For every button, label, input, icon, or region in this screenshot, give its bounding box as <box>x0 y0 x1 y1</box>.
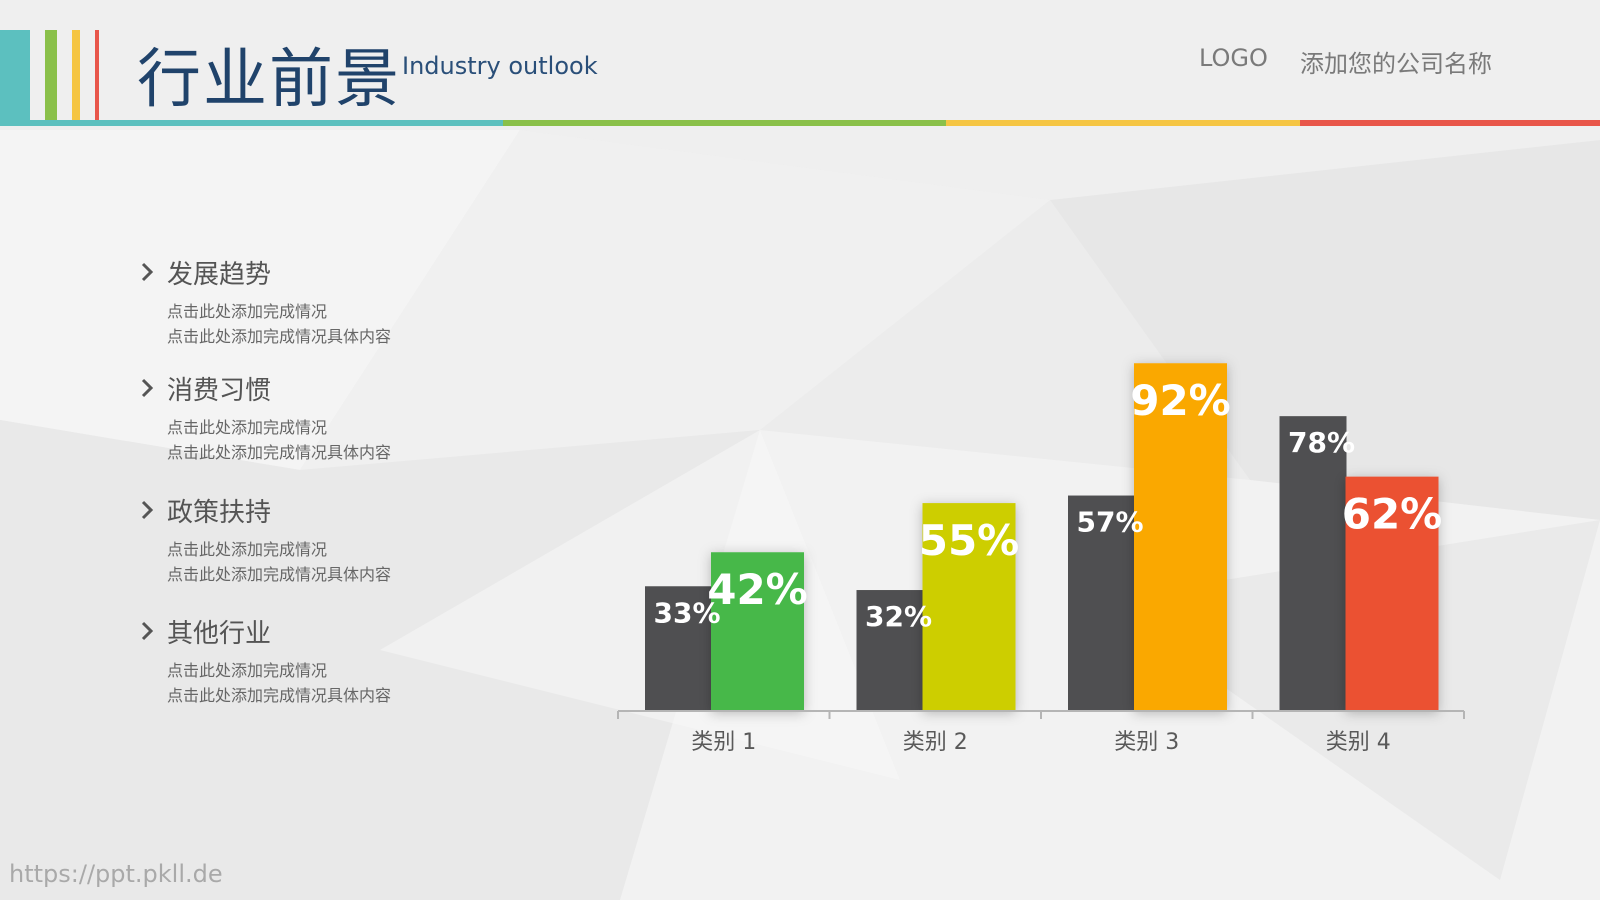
bar-series2-3 <box>1134 363 1227 711</box>
x-tick-label-2: 类别 2 <box>903 730 968 755</box>
divider-green <box>503 120 946 126</box>
bar-series2-2 <box>922 503 1016 711</box>
data-label-series1-1: 33% <box>653 596 720 629</box>
chevron-right-icon <box>141 262 154 282</box>
list-item-text: 点击此处添加完成情况具体内容 <box>167 686 392 705</box>
data-label-series2-1: 42% <box>707 565 808 614</box>
divider-teal <box>0 120 503 126</box>
header-divider <box>0 120 1600 126</box>
list-item-text: 点击此处添加完成情况具体内容 <box>167 443 392 462</box>
data-label-series1-3: 57% <box>1076 506 1143 539</box>
list-item-title: 消费习惯 <box>167 376 272 406</box>
page-subtitle: Industry outlook <box>402 52 598 80</box>
list-item-text: 点击此处添加完成情况 <box>167 661 328 680</box>
list-item-text: 点击此处添加完成情况 <box>167 540 328 559</box>
list-item-text: 点击此处添加完成情况 <box>167 418 328 437</box>
bar-series2-1 <box>711 552 804 711</box>
data-label-series2-2: 55% <box>919 516 1020 565</box>
divider-red <box>1300 120 1600 126</box>
bar-series1-3 <box>1068 495 1135 711</box>
chevron-right-icon <box>141 621 154 641</box>
data-label-series2-4: 62% <box>1342 490 1443 539</box>
header-accent-teal <box>0 30 30 120</box>
x-tick-label-3: 类别 3 <box>1114 730 1179 755</box>
header-accent-red <box>95 30 99 120</box>
data-label-series2-3: 92% <box>1130 376 1231 425</box>
x-tick-label-1: 类别 1 <box>691 730 756 755</box>
logo: LOGO <box>1199 44 1268 72</box>
list-item-text: 点击此处添加完成情况具体内容 <box>167 327 392 346</box>
data-label-series1-4: 78% <box>1288 426 1355 459</box>
page-title: 行业前景 <box>137 43 401 117</box>
list-item-text: 点击此处添加完成情况具体内容 <box>167 565 392 584</box>
bar-series1-4 <box>1279 416 1347 711</box>
divider-yellow <box>946 120 1300 126</box>
list-item-title: 发展趋势 <box>167 260 272 290</box>
list-item-text: 点击此处添加完成情况 <box>167 302 328 321</box>
bar-series1-2 <box>856 590 924 711</box>
bar-series2-4 <box>1345 476 1439 711</box>
header-accent-yellow <box>72 30 80 120</box>
bar-series1-1 <box>645 586 712 711</box>
watermark-url: https://ppt.pkll.de <box>9 860 223 888</box>
company-name: 添加您的公司名称 <box>1300 50 1492 78</box>
list-item-title: 政策扶持 <box>167 498 272 528</box>
header-accent-green <box>45 30 57 120</box>
chevron-right-icon <box>141 500 154 520</box>
data-label-series1-2: 32% <box>865 600 932 633</box>
chevron-right-icon <box>141 378 154 398</box>
list-item-title: 其他行业 <box>167 619 272 649</box>
x-tick-label-4: 类别 4 <box>1326 730 1391 755</box>
